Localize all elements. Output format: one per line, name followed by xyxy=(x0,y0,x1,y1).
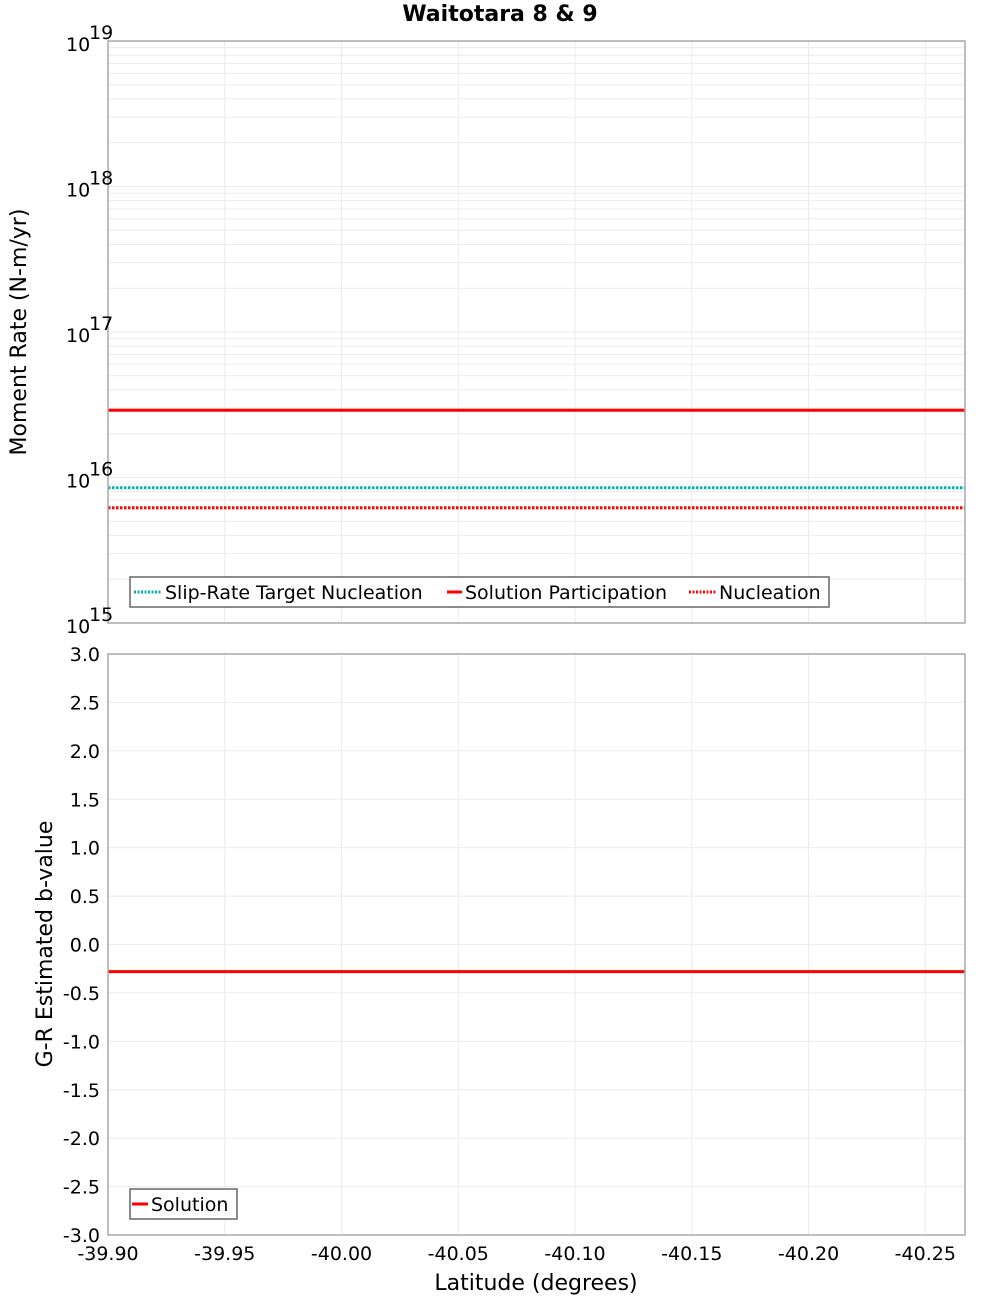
y-tick-label: -1.0 xyxy=(63,1031,100,1053)
bottom-plot-frame xyxy=(107,653,966,1236)
top-legend: Slip-Rate Target Nucleation Solution Par… xyxy=(129,576,830,608)
x-tick-label: -40.00 xyxy=(311,1243,372,1265)
top-plot-frame xyxy=(107,40,966,624)
top-y-axis-label: Moment Rate (N-m/yr) xyxy=(7,209,32,456)
y-tick-label: 1.0 xyxy=(70,838,100,860)
x-tick-label: -39.95 xyxy=(194,1243,255,1265)
x-tick-label: -39.90 xyxy=(77,1243,138,1265)
bottom-y-axis-label: G-R Estimated b-value xyxy=(33,821,58,1068)
x-tick-label: -40.05 xyxy=(428,1243,489,1265)
top-grid xyxy=(107,41,965,624)
bottom-y-ticks: 3.0 2.5 2.0 1.5 1.0 0.5 0.0 -0.5 -1.0 -1.5 -2.0 -2.… xyxy=(63,644,100,1247)
y-tick-label: 10 xyxy=(66,616,90,638)
legend-solution-label: Solution xyxy=(151,1194,228,1216)
y-tick-label: 10 xyxy=(66,180,90,202)
y-tick-exponent: 16 xyxy=(89,459,113,481)
x-axis-label: Latitude (degrees) xyxy=(434,1271,637,1296)
y-tick-exponent: 19 xyxy=(89,22,113,44)
x-tick-label: -40.20 xyxy=(778,1243,839,1265)
legend-slip-rate-label: Slip-Rate Target Nucleation xyxy=(165,582,423,604)
x-tick-label: -40.10 xyxy=(544,1243,605,1265)
legend-solution-participation-label: Solution Participation xyxy=(465,582,667,604)
y-tick-label: -1.5 xyxy=(63,1080,100,1102)
bottom-legend: Solution xyxy=(129,1188,238,1220)
y-tick-label: -2.5 xyxy=(63,1177,100,1199)
bottom-plot: 3.0 2.5 2.0 1.5 1.0 0.5 0.0 -0.5 -1.0 -1.5 -2.0 -2.… xyxy=(33,644,966,1296)
y-tick-label: 0.5 xyxy=(70,886,100,908)
x-ticks: -39.90 -39.95 -40.00 -40.05 -40.10 -40.15 -40.… xyxy=(77,1243,956,1265)
y-tick-label: 10 xyxy=(66,471,90,493)
top-legend-box xyxy=(129,576,830,608)
chart-title: Waitotara 8 & 9 xyxy=(402,2,598,27)
y-tick-exponent: 18 xyxy=(89,168,113,190)
y-tick-label: 10 xyxy=(66,34,90,56)
y-tick-exponent: 15 xyxy=(89,604,113,626)
y-tick-label: 2.5 xyxy=(70,692,100,714)
legend-nucleation-label: Nucleation xyxy=(719,582,821,604)
y-tick-label: 2.0 xyxy=(70,741,100,763)
y-tick-label: -0.5 xyxy=(63,983,100,1005)
y-tick-label: -2.0 xyxy=(63,1128,100,1150)
y-tick-exponent: 17 xyxy=(89,313,113,335)
top-series xyxy=(108,408,965,510)
x-tick-label: -40.25 xyxy=(895,1243,956,1265)
y-tick-label: -3.0 xyxy=(63,1225,100,1247)
x-tick-label: -40.15 xyxy=(661,1243,722,1265)
y-tick-label: 3.0 xyxy=(70,644,100,666)
y-tick-label: 1.5 xyxy=(70,789,100,811)
y-tick-label: 10 xyxy=(66,325,90,347)
y-tick-label: 0.0 xyxy=(70,935,100,957)
